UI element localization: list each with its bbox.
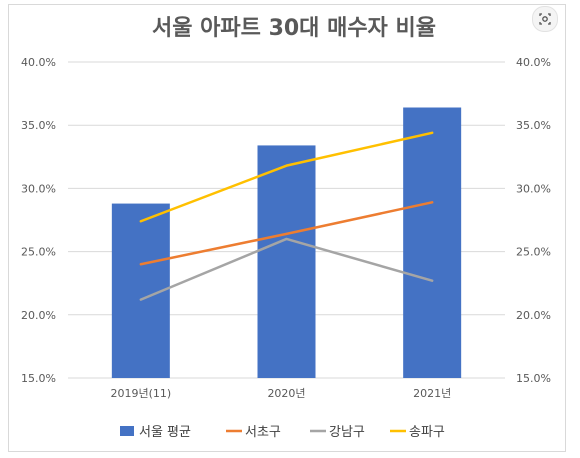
y-tick-label-right: 25.0% xyxy=(516,246,551,259)
y-tick-label-left: 25.0% xyxy=(21,246,56,259)
y-tick-label-right: 30.0% xyxy=(516,182,551,195)
y-tick-label-left: 20.0% xyxy=(21,309,56,322)
y-tick-label-right: 40.0% xyxy=(516,56,551,69)
legend-label: 서초구 xyxy=(245,425,281,440)
y-tick-label-left: 35.0% xyxy=(21,119,56,132)
visual-search-icon xyxy=(539,13,551,25)
x-tick-label: 2020년 xyxy=(267,387,305,400)
legend-label: 서울 평균 xyxy=(139,425,191,440)
lens-button[interactable] xyxy=(532,6,558,32)
bar xyxy=(403,107,462,378)
y-tick-label-left: 40.0% xyxy=(21,56,56,69)
chart-title: 서울 아파트 30대 매수자 비율 xyxy=(152,16,436,41)
x-axis: 2019년(11) 2020년 2021년 xyxy=(110,387,451,400)
x-tick-label: 2021년 xyxy=(413,387,451,400)
y-tick-label-left: 30.0% xyxy=(21,182,56,195)
y-axis-right: 15.0% 20.0% 25.0% 30.0% 35.0% 40.0% xyxy=(516,56,551,385)
series-line xyxy=(139,201,434,266)
series-line xyxy=(139,237,434,301)
bars xyxy=(111,107,462,378)
series-lines xyxy=(139,131,434,301)
legend-label: 강남구 xyxy=(329,425,365,440)
legend-swatch xyxy=(120,426,134,436)
series-line xyxy=(139,131,434,223)
legend-label: 송파구 xyxy=(409,425,445,440)
y-tick-label-left: 15.0% xyxy=(21,372,56,385)
x-tick-label: 2019년(11) xyxy=(110,387,171,400)
y-tick-label-right: 35.0% xyxy=(516,119,551,132)
y-axis-left: 15.0% 20.0% 25.0% 30.0% 35.0% 40.0% xyxy=(21,56,56,385)
bar xyxy=(257,145,316,378)
legend: 서울 평균 서초구 강남구 송파구 xyxy=(120,425,445,440)
y-tick-label-right: 15.0% xyxy=(516,372,551,385)
y-tick-label-right: 20.0% xyxy=(516,309,551,322)
